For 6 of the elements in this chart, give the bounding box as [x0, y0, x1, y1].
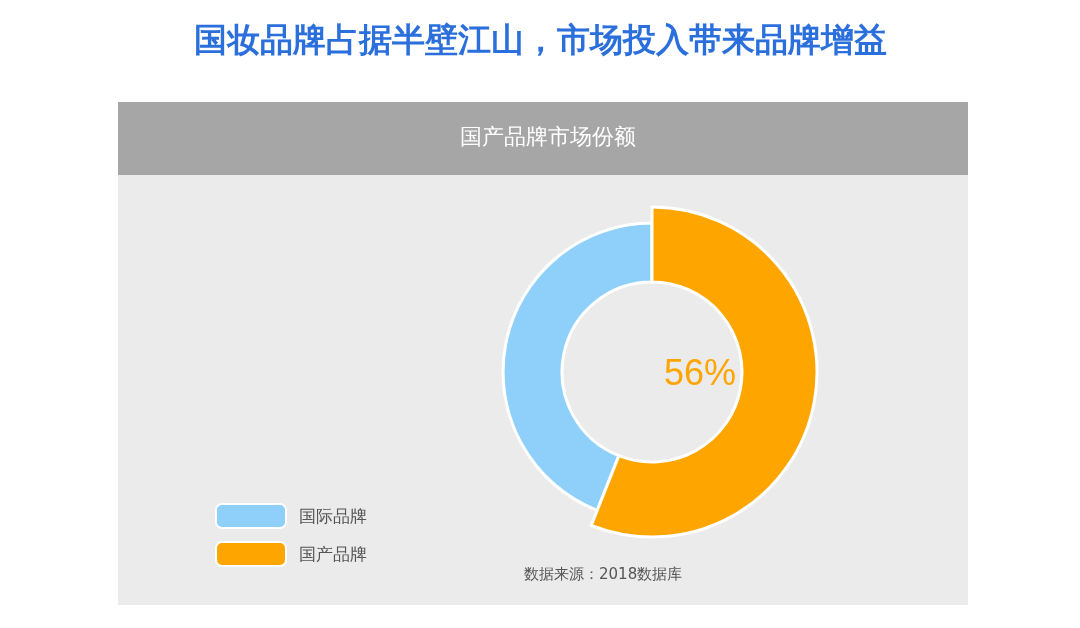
- source-note: 数据来源：2018数据库: [524, 564, 683, 583]
- chart-title: 国妆品牌占据半壁江山，市场投入带来品牌增益: [193, 20, 887, 59]
- chart-subtitle: 国产品牌市场份额: [460, 123, 636, 149]
- legend-label: 国产品牌: [299, 544, 367, 564]
- legend-label: 国际品牌: [299, 506, 367, 526]
- data-label: 56%: [663, 351, 737, 393]
